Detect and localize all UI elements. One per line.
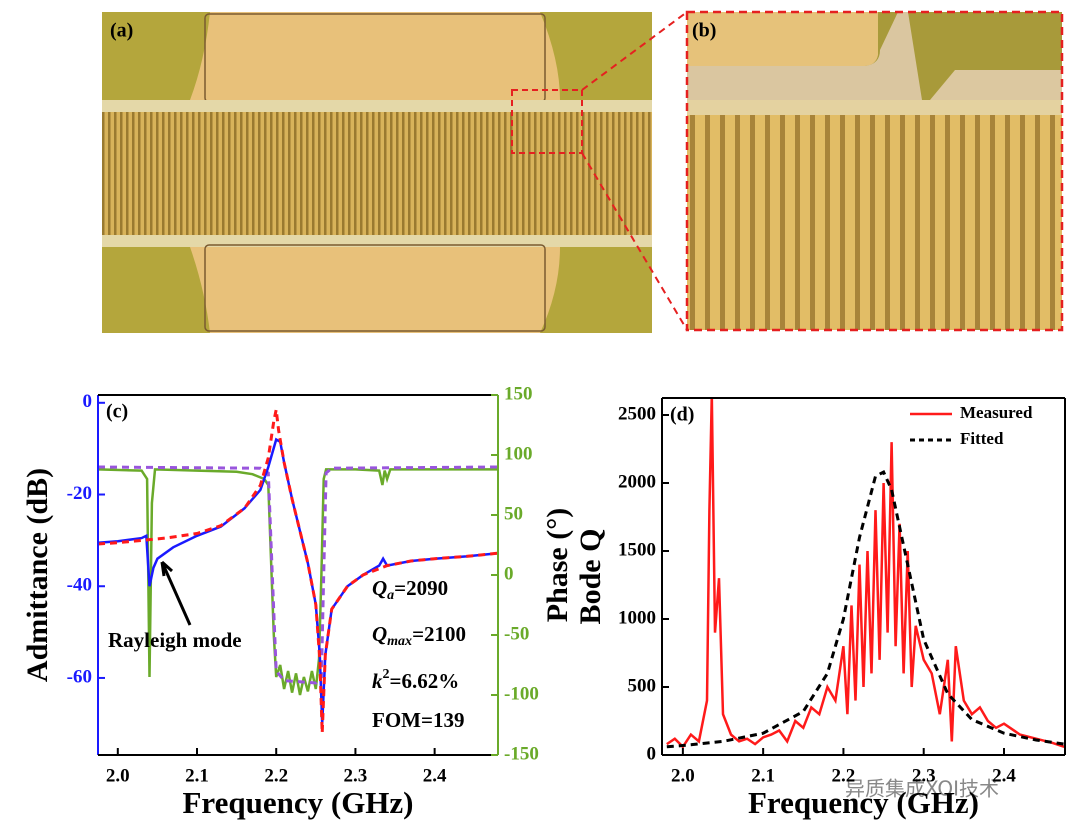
y-tick-label: 500 [628,675,657,696]
x-axis-title: Frequency (GHz) [748,785,979,820]
annotation-sub: a [387,588,394,603]
y-tick-label: 0 [83,391,93,412]
plot-area [98,409,498,734]
y2-axis-title: Phase (°) [541,508,574,622]
y-tick-label: 2000 [618,471,656,492]
annotation-base: Q [372,576,387,600]
annotation-sup: 2 [383,667,390,682]
x-tick-label: 2.3 [912,765,936,786]
y-tick-label: -40 [67,575,92,596]
legend-label: Measured [960,403,1033,422]
plot-area [666,398,1065,749]
y2-tick-label: -50 [504,623,529,644]
x-tick-label: 2.0 [671,765,695,786]
panel-label: (d) [670,404,694,426]
x-tick-label: 2.0 [106,765,130,786]
panel-label: (a) [110,20,133,42]
x-axis-title: Frequency (GHz) [182,785,413,820]
panel-label: (b) [692,20,716,42]
annotation-rest: =2090 [394,576,448,600]
y-tick-label: 1000 [618,607,656,628]
x-tick-label: 2.4 [423,765,447,786]
y-tick-label: 2500 [618,403,656,424]
micrograph-b [685,10,1064,332]
zoom-line [581,11,688,91]
annotation: k2=6.62% [372,667,459,693]
annotation-base: Q [372,622,387,646]
annotation: Qmax=2100 [372,622,466,649]
x-tick-label: 2.3 [344,765,368,786]
x-tick-label: 2.1 [751,765,775,786]
y2-tick-label: 100 [504,443,533,464]
y-axis-title: Admittance (dB) [21,468,54,682]
legend-label: Fitted [960,429,1004,448]
x-tick-label: 2.2 [264,765,288,786]
y2-tick-label: 50 [504,503,523,524]
annotation-rest: =6.62% [390,669,460,693]
y-tick-label: 1500 [618,539,656,560]
x-tick-label: 2.4 [992,765,1016,786]
y2-tick-label: -100 [504,683,539,704]
data-line [98,409,498,734]
annotation-rest: =2100 [412,622,466,646]
annotation: FOM=139 [372,708,464,732]
y-axis-title: Bode Q [574,529,607,625]
y2-tick-label: 0 [504,563,514,584]
annotation: Rayleigh mode [108,628,242,652]
data-line [666,470,1065,749]
x-tick-label: 2.1 [185,765,209,786]
panel-label: (c) [106,401,128,423]
data-line [98,468,498,696]
zoom-line [581,152,688,331]
annotation-base: k [372,669,383,693]
data-line [666,398,1065,749]
y-tick-label: -60 [67,666,92,687]
annotation-arrow [160,560,192,626]
y2-tick-label: 150 [504,383,533,404]
watermark: 异质集成XOI技术 [845,777,999,801]
y-tick-label: -20 [67,483,92,504]
annotation: Qa=2090 [372,576,448,603]
y2-tick-label: -150 [504,743,539,764]
x-tick-label: 2.2 [832,765,856,786]
annotation-sub: max [387,634,412,649]
micrograph-a [102,12,652,333]
y-tick-label: 0 [647,743,657,764]
